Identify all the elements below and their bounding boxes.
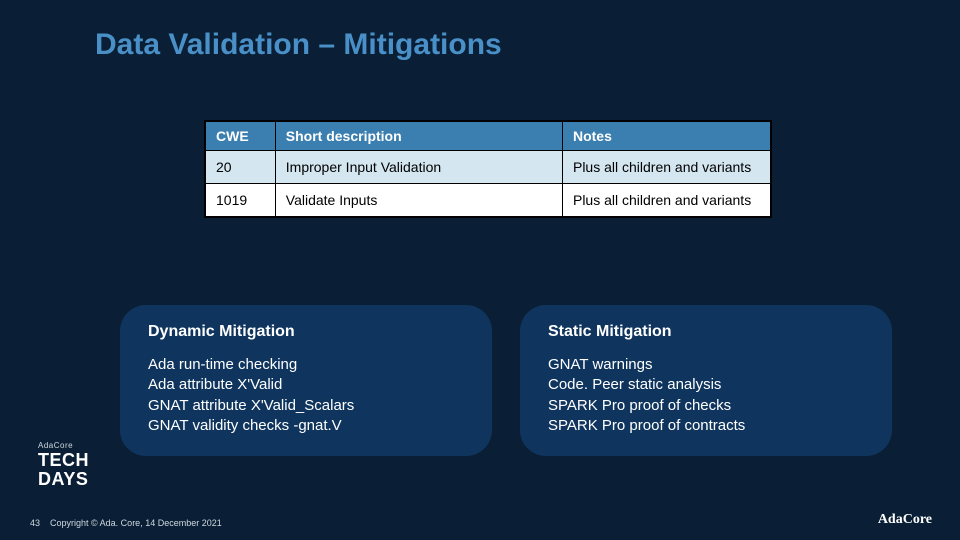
dynamic-line: Ada attribute X'Valid — [148, 375, 464, 395]
cell-notes: Plus all children and variants — [562, 184, 770, 217]
cell-notes: Plus all children and variants — [562, 151, 770, 184]
techdays-logo: AdaCore TECH DAYS — [38, 441, 89, 488]
slide-title: Data Validation – Mitigations — [95, 28, 502, 62]
cwe-table: CWE Short description Notes 20 Improper … — [204, 120, 772, 218]
techdays-line1: TECH — [38, 452, 89, 469]
table-header-row: CWE Short description Notes — [206, 122, 771, 151]
static-title: Static Mitigation — [548, 323, 864, 341]
cell-cwe: 1019 — [206, 184, 276, 217]
col-header-cwe: CWE — [206, 122, 276, 151]
page-number: 43 — [30, 518, 40, 528]
static-line: SPARK Pro proof of checks — [548, 396, 864, 416]
table-row: 1019 Validate Inputs Plus all children a… — [206, 184, 771, 217]
dynamic-line: GNAT attribute X'Valid_Scalars — [148, 396, 464, 416]
dynamic-line: GNAT validity checks -gnat.V — [148, 416, 464, 436]
static-mitigation-box: Static Mitigation GNAT warnings Code. Pe… — [520, 305, 892, 456]
static-line: GNAT warnings — [548, 355, 864, 375]
col-header-notes: Notes — [562, 122, 770, 151]
static-line: SPARK Pro proof of contracts — [548, 416, 864, 436]
cell-desc: Validate Inputs — [275, 184, 562, 217]
dynamic-mitigation-box: Dynamic Mitigation Ada run-time checking… — [120, 305, 492, 456]
techdays-line2: DAYS — [38, 471, 89, 488]
footer: 43 Copyright © Ada. Core, 14 December 20… — [30, 518, 222, 528]
cell-desc: Improper Input Validation — [275, 151, 562, 184]
logo-text: AdaCore — [878, 512, 932, 527]
dynamic-title: Dynamic Mitigation — [148, 323, 464, 341]
techdays-brand: AdaCore — [38, 441, 89, 450]
static-line: Code. Peer static analysis — [548, 375, 864, 395]
dynamic-line: Ada run-time checking — [148, 355, 464, 375]
col-header-desc: Short description — [275, 122, 562, 151]
cell-cwe: 20 — [206, 151, 276, 184]
table-row: 20 Improper Input Validation Plus all ch… — [206, 151, 771, 184]
copyright: Copyright © Ada. Core, 14 December 2021 — [50, 518, 222, 528]
adacore-logo: AdaCore — [878, 512, 932, 528]
mitigation-boxes: Dynamic Mitigation Ada run-time checking… — [120, 305, 892, 456]
